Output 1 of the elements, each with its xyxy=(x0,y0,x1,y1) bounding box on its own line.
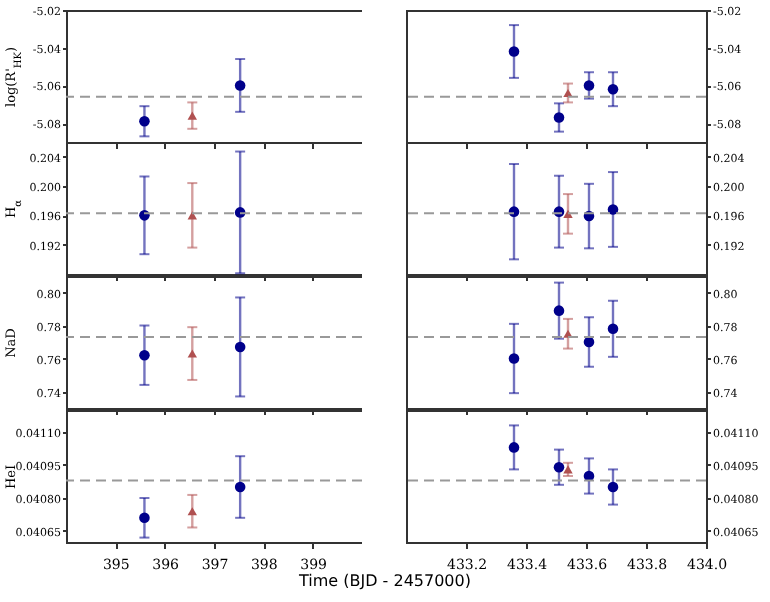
x-axis-title: Time (BJD - 2457000) xyxy=(297,572,473,590)
